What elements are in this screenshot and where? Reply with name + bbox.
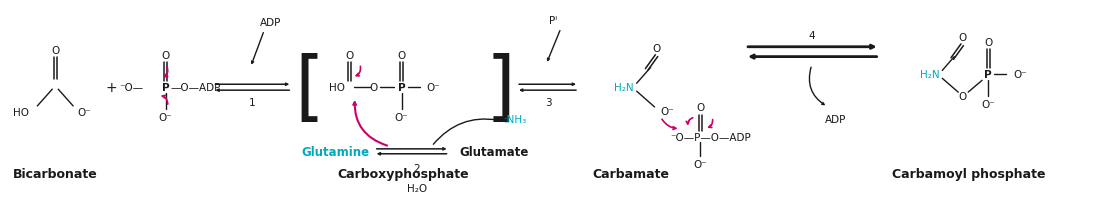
Text: O⁻: O⁻ (982, 100, 995, 109)
Text: O: O (51, 45, 59, 55)
Text: O: O (369, 83, 378, 93)
Text: Glutamate: Glutamate (459, 145, 529, 158)
Text: P: P (985, 70, 991, 80)
Text: 3: 3 (544, 98, 551, 108)
Text: O⁻: O⁻ (158, 112, 173, 122)
Text: ⁻O—P—O—ADP: ⁻O—P—O—ADP (670, 132, 751, 142)
Text: ⁻O—: ⁻O— (120, 83, 144, 93)
Text: O⁻: O⁻ (395, 112, 409, 122)
Text: O⁻: O⁻ (426, 83, 440, 93)
Text: P: P (162, 83, 169, 93)
Text: 4: 4 (809, 31, 815, 41)
Text: :NH₃: :NH₃ (504, 114, 528, 124)
Text: Glutamine: Glutamine (302, 145, 369, 158)
Text: O: O (696, 102, 705, 112)
Text: Carbamate: Carbamate (592, 167, 669, 180)
Text: HO: HO (329, 83, 345, 93)
Text: Bicarbonate: Bicarbonate (13, 167, 97, 180)
Text: 1: 1 (249, 98, 256, 108)
Text: O: O (984, 38, 992, 48)
Text: O: O (959, 92, 966, 102)
Text: O: O (345, 50, 354, 60)
Text: O⁻: O⁻ (1013, 70, 1026, 80)
Text: Carboxyphosphate: Carboxyphosphate (338, 167, 470, 180)
Text: P: P (398, 83, 406, 93)
Text: O⁻: O⁻ (78, 107, 91, 117)
Text: O⁻: O⁻ (693, 159, 707, 169)
Text: O: O (398, 50, 406, 60)
Text: O: O (653, 43, 660, 53)
Text: Pᴵ: Pᴵ (549, 16, 557, 26)
Text: ADP: ADP (259, 18, 281, 28)
Text: H₂O: H₂O (407, 183, 426, 193)
Text: O: O (959, 33, 966, 43)
Text: H₂N: H₂N (614, 83, 634, 93)
Text: HO: HO (13, 107, 30, 117)
Text: 2: 2 (413, 163, 420, 173)
Text: ADP: ADP (825, 114, 846, 124)
Text: —O—ADP: —O—ADP (171, 83, 221, 93)
Text: O: O (162, 50, 169, 60)
Text: Carbamoyl phosphate: Carbamoyl phosphate (892, 167, 1046, 180)
Text: [: [ (294, 53, 324, 126)
Text: H₂N: H₂N (919, 70, 939, 80)
Text: ]: ] (485, 53, 515, 126)
Text: O⁻: O⁻ (660, 106, 674, 116)
Text: +: + (105, 81, 117, 95)
